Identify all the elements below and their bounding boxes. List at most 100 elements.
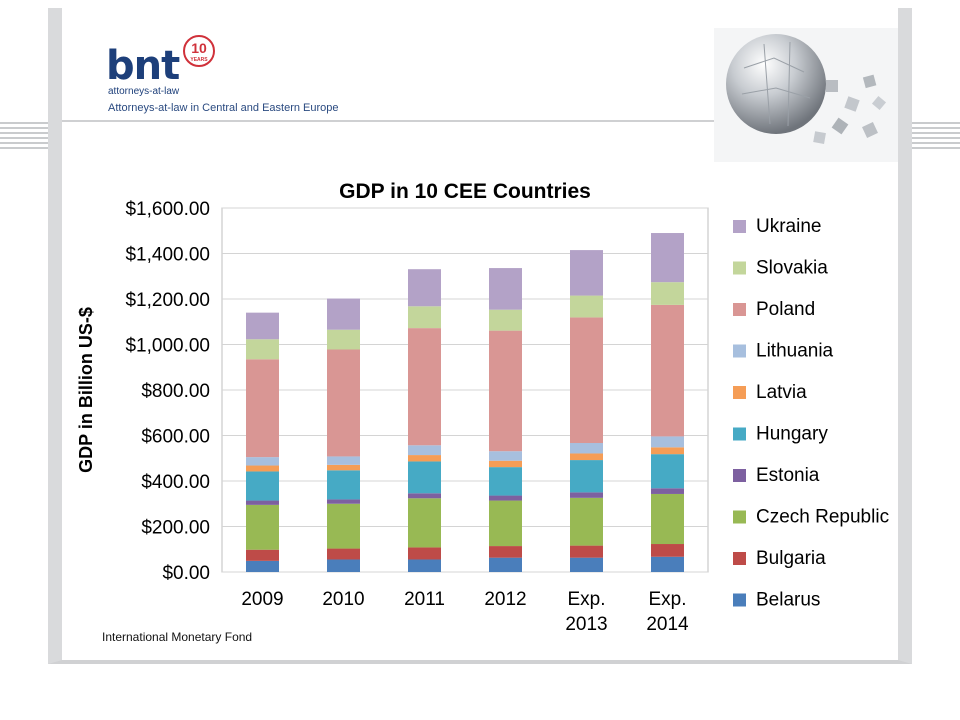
- bar-segment: [489, 546, 522, 558]
- legend-swatch: [733, 427, 746, 441]
- bar-segment: [570, 497, 603, 546]
- bar-segment: [570, 295, 603, 318]
- legend-entry: Latvia: [756, 382, 807, 403]
- bar-segment: [570, 250, 603, 296]
- bar-segment: [651, 454, 684, 489]
- bar-segment: [246, 471, 279, 501]
- legend-swatch: [733, 303, 746, 316]
- bar-segment: [489, 309, 522, 331]
- bar-segment: [570, 443, 603, 454]
- chart-title: GDP in 10 CEE Countries: [339, 180, 591, 203]
- logo-subtitle: attorneys-at-law: [108, 86, 180, 97]
- x-tick-label: 2013: [565, 614, 607, 635]
- x-tick-label: Exp.: [648, 589, 686, 610]
- x-tick-label: Exp.: [567, 589, 605, 610]
- bar-segment: [489, 495, 522, 501]
- legend-swatch: [733, 344, 746, 358]
- legend-swatch: [733, 469, 746, 482]
- bar-segment: [570, 317, 603, 444]
- bar-segment: [651, 304, 684, 437]
- bar-segment: [246, 504, 279, 550]
- legend-entry: Estonia: [756, 465, 820, 486]
- bnt-logo-text: bnt: [106, 43, 180, 89]
- bar-segment: [408, 445, 441, 456]
- x-tick-label: 2014: [646, 614, 689, 635]
- ten-years-badge-icon: 10 YEARS: [183, 35, 215, 67]
- legend-entry: Czech Republic: [756, 507, 889, 528]
- slide-header: bnt 10 YEARS attorneys-at-law Attorneys-…: [62, 8, 898, 122]
- legend-entry: Hungary: [756, 424, 828, 445]
- y-axis-label: GDP in Billion US-$: [76, 307, 96, 473]
- bar-segment: [327, 499, 360, 504]
- bar-segment: [651, 233, 684, 283]
- bar-segment: [408, 328, 441, 446]
- bar-segment: [408, 306, 441, 329]
- bar-segment: [246, 359, 279, 458]
- bar-segment: [489, 330, 522, 452]
- bar-segment: [246, 312, 279, 340]
- source-note: International Monetary Fond: [102, 630, 253, 644]
- bar-segment: [570, 545, 603, 558]
- y-tick-label: $1,600.00: [125, 199, 210, 220]
- bar-segment: [246, 465, 279, 472]
- y-tick-label: $1,000.00: [125, 336, 210, 357]
- bar-segment: [408, 269, 441, 307]
- bar-segment: [246, 560, 279, 572]
- bar-segment: [408, 493, 441, 499]
- bar-segment: [327, 470, 360, 500]
- puzzle-globe-icon: [714, 28, 898, 162]
- y-tick-label: $1,400.00: [125, 245, 210, 266]
- y-tick-label: $1,200.00: [125, 290, 210, 311]
- bar-segment: [651, 488, 684, 494]
- bar-segment: [651, 544, 684, 557]
- bar-segment: [570, 492, 603, 498]
- y-tick-label: $200.00: [141, 518, 210, 539]
- y-tick-label: $0.00: [162, 563, 210, 584]
- bar-segment: [408, 559, 441, 572]
- legend-entry: Ukraine: [756, 216, 821, 237]
- bar-segment: [327, 464, 360, 471]
- bar-segment: [651, 436, 684, 448]
- bar-segment: [246, 457, 279, 466]
- bar-segment: [327, 329, 360, 350]
- bar-segment: [489, 557, 522, 572]
- badge-number: 10: [191, 40, 207, 56]
- x-tick-label: 2010: [322, 589, 364, 610]
- legend-swatch: [733, 261, 746, 275]
- bar-segment: [651, 282, 684, 305]
- badge-word: YEARS: [190, 57, 208, 63]
- right-decorative-stripes: [912, 122, 960, 152]
- legend-swatch: [733, 552, 746, 565]
- legend-swatch: [733, 510, 746, 524]
- bar-segment: [489, 467, 522, 496]
- bar-segment: [246, 549, 279, 561]
- bar-segment: [408, 455, 441, 462]
- left-decorative-stripes: [0, 122, 48, 152]
- legend-entry: Bulgaria: [756, 548, 826, 569]
- bar-segment: [246, 500, 279, 505]
- header-tagline: Attorneys-at-law in Central and Eastern …: [108, 102, 339, 114]
- bar-segment: [651, 447, 684, 455]
- bar-segment: [570, 557, 603, 572]
- bar-segment: [408, 547, 441, 560]
- bar-segment: [327, 503, 360, 549]
- bar-segment: [327, 349, 360, 457]
- legend-swatch: [733, 593, 746, 607]
- x-tick-label: 2009: [241, 589, 283, 610]
- bar-segment: [408, 498, 441, 548]
- bar-segment: [651, 493, 684, 545]
- x-tick-label: 2011: [404, 589, 445, 610]
- y-tick-label: $600.00: [141, 427, 210, 448]
- legend-entry: Poland: [756, 299, 815, 320]
- gdp-stacked-bar-chart: $0.00 $200.00 $400.00 $600.00 $800.00 $1,000.…: [76, 180, 889, 635]
- bar-segment: [408, 461, 441, 494]
- bar-segment: [570, 453, 603, 461]
- y-tick-label: $400.00: [141, 472, 210, 493]
- bar-segment: [327, 456, 360, 465]
- bar-segment: [327, 548, 360, 560]
- y-tick-label: $800.00: [141, 381, 210, 402]
- legend-swatch: [733, 386, 746, 399]
- bar-segment: [327, 298, 360, 330]
- bar-segment: [489, 460, 522, 468]
- legend-entry: Slovakia: [756, 258, 828, 279]
